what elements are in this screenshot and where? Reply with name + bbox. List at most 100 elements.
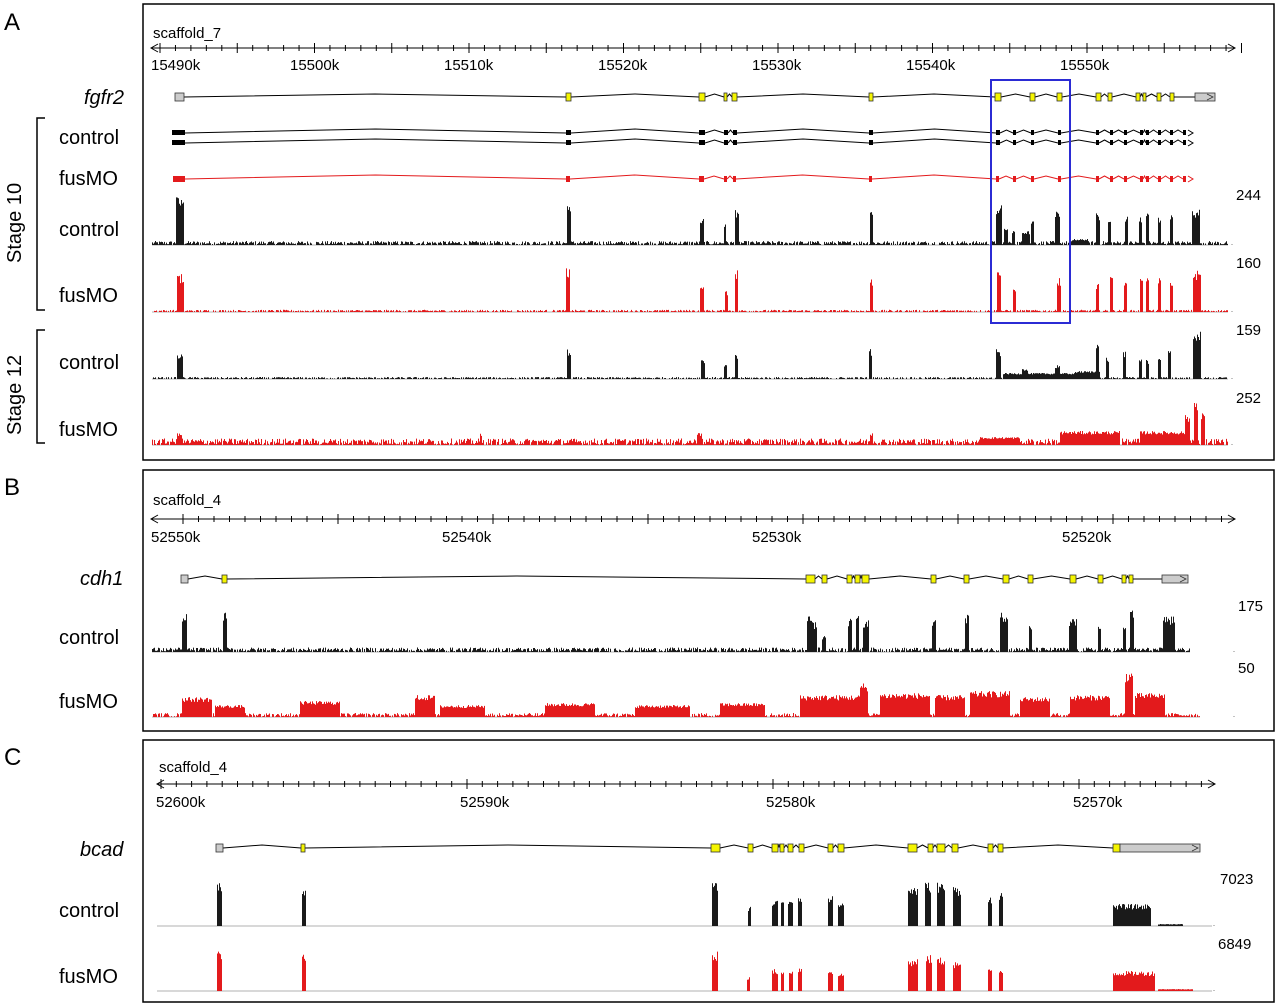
exon-box xyxy=(215,843,224,853)
isoform-exon xyxy=(1170,140,1173,145)
axis-arrow-left xyxy=(149,514,159,524)
exon-box xyxy=(1156,92,1162,102)
panel-c-frame xyxy=(142,739,1275,1003)
isoform-exon xyxy=(1140,130,1143,135)
panel-a-tick: 15520k xyxy=(598,57,648,74)
isoform-exon xyxy=(172,130,185,135)
isoform-intron xyxy=(704,139,725,144)
panel-a-tick: 15540k xyxy=(906,57,956,74)
intron-line xyxy=(1008,575,1029,580)
intron-line xyxy=(814,575,823,580)
isoform-exon xyxy=(566,140,571,145)
isoform-exon xyxy=(996,130,1000,135)
intron-line xyxy=(792,844,800,849)
panel-a-tick: 15490k xyxy=(151,57,201,74)
panel-c-axis xyxy=(155,779,1217,789)
exon-box xyxy=(1128,574,1134,584)
axis-arrow-left xyxy=(149,43,159,53)
intron-line xyxy=(803,844,829,849)
isoform-intron xyxy=(1060,129,1097,134)
strand-arrow xyxy=(1187,129,1194,137)
panel-a-tick: 15550k xyxy=(1060,57,1110,74)
isoform-exon xyxy=(1140,140,1143,145)
isoform-exon xyxy=(1013,176,1016,182)
isoform-intron xyxy=(999,129,1014,134)
intron-line xyxy=(935,575,965,580)
intron-line xyxy=(1125,574,1130,580)
intron-line xyxy=(1000,93,1031,98)
isoform-intron xyxy=(1033,139,1059,144)
exon-box xyxy=(798,843,805,853)
intron-line xyxy=(1002,844,1114,849)
isoform-exon xyxy=(1013,130,1016,135)
isoform-exon xyxy=(1158,130,1161,135)
exon-box xyxy=(1002,574,1010,584)
exon-box xyxy=(1107,92,1113,102)
panel-a-row-label: control xyxy=(59,352,119,374)
isoform-exon xyxy=(1124,130,1127,135)
isoform-exon xyxy=(1058,176,1061,182)
isoform-intron xyxy=(1112,129,1125,134)
isoform-intron xyxy=(1142,128,1147,134)
exon-box xyxy=(837,843,845,853)
panel-b-gene-model xyxy=(180,574,1189,584)
isoform-intron xyxy=(1098,139,1111,144)
isoform-intron xyxy=(872,128,997,134)
isoform-intron xyxy=(1160,139,1171,144)
coverage-bars xyxy=(153,673,1200,717)
isoform-exon xyxy=(1170,176,1173,182)
isoform-intron xyxy=(727,139,734,144)
exon-box xyxy=(846,574,853,584)
isoform-exon xyxy=(699,140,705,145)
isoform-exon xyxy=(172,140,185,145)
isoform-exon xyxy=(1096,130,1099,135)
intron-line xyxy=(992,844,999,849)
exon-box xyxy=(180,574,189,584)
isoform-intron xyxy=(570,128,700,134)
intron-line xyxy=(832,844,839,849)
isoform-intron xyxy=(1098,175,1111,180)
exon-box xyxy=(987,843,994,853)
intron-line xyxy=(726,93,733,98)
exon-box xyxy=(1095,92,1102,102)
isoform-exon xyxy=(1158,176,1161,182)
exon-box xyxy=(731,92,738,102)
isoform-exon xyxy=(1146,140,1149,145)
intron-line xyxy=(1145,93,1158,98)
intron-line xyxy=(222,844,302,849)
intron-line xyxy=(944,844,953,849)
isoform-intron xyxy=(1126,139,1141,144)
panel-a-tick: 15510k xyxy=(444,57,494,74)
highlight-box xyxy=(990,79,1071,324)
exon-box xyxy=(221,574,228,584)
intron-line xyxy=(1102,575,1123,580)
panel-b-coverage xyxy=(152,610,1235,718)
intron-line xyxy=(826,575,848,580)
isoform-exon xyxy=(1146,176,1149,182)
strand-arrow xyxy=(1179,575,1187,583)
exon-box xyxy=(1121,574,1127,584)
exon-box xyxy=(698,92,706,102)
intron-line xyxy=(843,844,909,849)
panel-a-track-max: 159 xyxy=(1236,322,1261,339)
isoform-intron xyxy=(184,138,567,144)
intron-line xyxy=(1111,93,1137,98)
exon-box xyxy=(779,843,785,853)
panel-a-coverage xyxy=(152,197,1233,446)
coverage-bars xyxy=(152,403,1228,445)
isoform-intron xyxy=(1015,139,1032,144)
intron-line xyxy=(187,575,223,580)
panel-c-tick: 52600k xyxy=(156,794,206,811)
intron-line xyxy=(1061,93,1097,98)
isoform-intron xyxy=(1142,174,1147,180)
isoform-exon xyxy=(724,176,727,182)
panel-b-gene-name: cdh1 xyxy=(80,568,123,590)
exon-box xyxy=(1029,92,1036,102)
isoform-intron xyxy=(871,174,997,180)
panel-c-row-label: control xyxy=(59,900,119,922)
isoform-intron xyxy=(569,174,700,180)
intron-line xyxy=(868,575,932,580)
exon-box xyxy=(787,843,794,853)
intron-line xyxy=(1100,93,1109,98)
panel-a-axis xyxy=(149,43,1242,53)
